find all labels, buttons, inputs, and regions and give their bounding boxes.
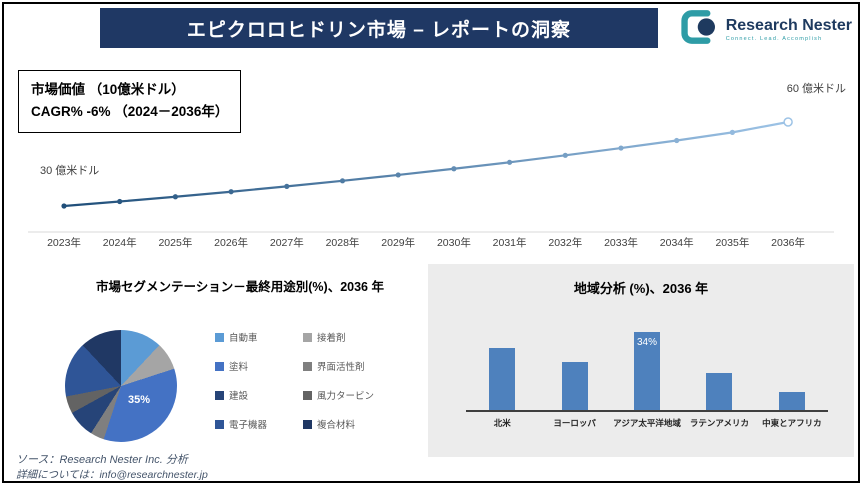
market-value-box: 市場価値 （10億米ドル） CAGR% -6% （2024－2036年） <box>18 70 242 133</box>
x-axis-label: 2031年 <box>493 236 527 249</box>
bar-category-label: 中東とアフリカ <box>762 418 822 428</box>
segmentation-panel: 市場セグメンテーション－最終用途別(%)、2036 年 35% 自動車 接着剤塗料… <box>30 272 425 457</box>
legend-item: 複合材料 <box>303 417 391 431</box>
x-axis-label: 2034年 <box>660 236 694 249</box>
legend-item: 塗料 <box>215 359 303 373</box>
pie-slice-label: 35% <box>128 394 151 406</box>
legend-item: 界面活性剤 <box>303 359 391 373</box>
line-marker <box>618 145 624 151</box>
title-banner: エピクロロヒドリン市場 – レポートの洞察 <box>100 8 658 48</box>
source-note: ソース：Research Nester Inc. 分析 詳細については：info… <box>16 453 208 483</box>
legend-label: 複合材料 <box>317 420 356 431</box>
bar-cell: 34% <box>611 331 683 410</box>
line-marker <box>117 198 123 205</box>
legend-swatch <box>215 361 224 371</box>
x-axis-label: 2027年 <box>270 236 304 249</box>
x-axis-label: 2032年 <box>548 236 582 249</box>
legend-swatch <box>303 390 312 400</box>
legend-swatch <box>303 332 312 342</box>
legend-label: 接着剤 <box>317 333 346 344</box>
line-marker <box>507 159 513 165</box>
line-marker <box>674 137 680 144</box>
legend-swatch <box>215 332 224 342</box>
line-marker <box>783 117 793 127</box>
x-axis-label: 2035年 <box>715 236 749 249</box>
market-value-line-chart: 2023年 2024年 2025年 2026年 2027年 2028年 2029年 2030年… <box>28 82 846 249</box>
line-marker <box>172 194 178 200</box>
bars-row: 34% <box>466 318 828 410</box>
legend-item: 建設 <box>215 388 303 402</box>
cagr-label: CAGR% -6% （2024－2036年） <box>31 104 229 120</box>
bar-category-label: ラテンアメリカ <box>689 418 749 428</box>
bar <box>778 391 805 410</box>
logo-tagline: Connect. Lead. Accomplish <box>725 36 823 43</box>
legend-item: 接着剤 <box>303 330 391 344</box>
bar-chart-title: 地域分析 (%)、2036 年 <box>573 281 709 296</box>
x-axis-label: 2036年 <box>771 236 805 249</box>
bar <box>561 361 588 410</box>
source-line: ソース：Research Nester Inc. 分析 <box>16 454 188 466</box>
bar-cell <box>466 347 538 410</box>
line-marker <box>339 178 346 184</box>
legend-swatch <box>303 419 312 429</box>
legend-label: 電子機器 <box>229 420 268 431</box>
details-line: 詳細については：info@researchnester.jp <box>16 469 208 482</box>
x-axis-line <box>466 410 828 412</box>
legend-label: 界面活性剤 <box>317 362 365 373</box>
x-axis-label: 2028年 <box>326 236 360 249</box>
bar-cell <box>756 391 828 410</box>
legend-swatch <box>303 361 312 371</box>
bar-labels-row: 北米 ヨーロッパ アジア太平洋地域 ラテンアメリカ 中東とアフリカ <box>466 412 828 429</box>
legend-item: 自動車 <box>215 330 303 344</box>
x-axis-label: 2033年 <box>604 236 638 249</box>
legend-label: 自動車 <box>229 333 258 344</box>
x-axis-label: 2030年 <box>437 236 471 249</box>
bar-cell <box>538 361 610 410</box>
logo-name: Research Nester <box>725 16 852 34</box>
line-marker <box>729 129 736 135</box>
line-marker <box>228 189 234 195</box>
pie-chart-title: 市場セグメンテーション－最終用途別(%)、2036 年 <box>96 280 384 294</box>
legend-swatch <box>215 419 224 429</box>
line-marker <box>395 172 401 178</box>
logo-text: Research Nester Connect. Lead. Accomplis… <box>726 17 852 43</box>
regional-bar-chart: 34% 北米 ヨーロッパ アジア太平洋地域 ラテンアメリカ 中東とアフリカ <box>466 318 828 429</box>
legend-label: 風力タービン <box>317 391 375 402</box>
bar-category-label: 北米 <box>493 418 511 428</box>
trend-line <box>63 120 789 208</box>
pie-legend: 自動車 接着剤塗料 界面活性剤建設 風力タービン電子機器 複合材料 <box>215 330 391 431</box>
legend-label: 塗料 <box>229 362 249 373</box>
bar <box>489 347 516 410</box>
x-axis-label: 2026年 <box>214 236 248 249</box>
line-marker <box>562 152 568 158</box>
bar-cell <box>683 373 755 410</box>
legend-swatch <box>215 390 224 400</box>
bar-data-label: 34% <box>637 336 658 348</box>
end-value-annotation: 60 億米ドル <box>787 82 846 95</box>
bar <box>706 373 733 410</box>
end-use-pie-chart <box>65 330 177 442</box>
bar-category-label: ヨーロッパ <box>553 418 596 428</box>
research-nester-logo-icon <box>680 7 720 52</box>
regional-analysis-panel: 地域分析 (%)、2036 年 34% 北米 ヨーロッパ アジア太平洋地域 ラテンアメ… <box>428 264 854 457</box>
brand-logo: Research Nester Connect. Lead. Accomplis… <box>680 7 852 52</box>
x-axis-label: 2025年 <box>158 236 192 249</box>
market-value-label: 市場価値 （10億米ドル） <box>31 82 185 97</box>
line-marker <box>61 203 67 209</box>
legend-label: 建設 <box>229 391 249 402</box>
bar: 34% <box>634 331 661 410</box>
x-axis-label: 2029年 <box>381 236 415 249</box>
page-title: エピクロロヒドリン市場 – レポートの洞察 <box>186 19 572 41</box>
line-marker <box>284 183 290 189</box>
bar-category-label: アジア太平洋地域 <box>613 418 681 428</box>
legend-item: 電子機器 <box>215 417 303 431</box>
x-axis-label: 2023年 <box>47 236 81 249</box>
x-axis-label: 2024年 <box>103 236 137 249</box>
line-marker <box>451 166 457 172</box>
start-value-annotation: 30 億米ドル <box>40 164 99 177</box>
legend-item: 風力タービン <box>303 388 391 402</box>
